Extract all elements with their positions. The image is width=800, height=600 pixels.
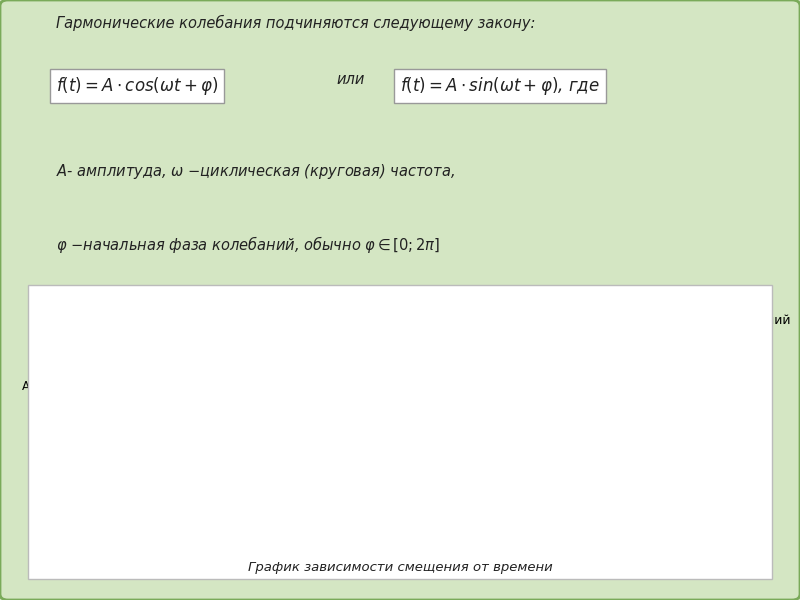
Text: $f(t) = A \cdot cos(\omega t + \varphi)$: $f(t) = A \cdot cos(\omega t + \varphi)$ xyxy=(56,75,218,97)
Text: Частота колебаний: Частота колебаний xyxy=(662,314,790,328)
Text: $T$: $T$ xyxy=(318,436,330,450)
Text: $-A$: $-A$ xyxy=(176,490,198,504)
Text: $3T$: $3T$ xyxy=(555,436,575,450)
Text: $t$: $t$ xyxy=(630,409,638,422)
Text: Амплитуда колебаний,: Амплитуда колебаний, xyxy=(22,379,166,392)
Text: $\nearrow$: $\nearrow$ xyxy=(190,300,200,310)
Text: 0: 0 xyxy=(184,431,193,445)
Text: Период колебаний, $T$: Период колебаний, $T$ xyxy=(313,305,455,323)
Text: $A$: $A$ xyxy=(182,347,193,361)
Text: $\nu = \dfrac{1}{T}$: $\nu = \dfrac{1}{T}$ xyxy=(668,347,708,379)
Text: Гармонические колебания подчиняются следующему закону:: Гармонические колебания подчиняются след… xyxy=(56,15,535,31)
Text: $A$- амплитуда, $\omega$ −циклическая (круговая) частота,: $A$- амплитуда, $\omega$ −циклическая (к… xyxy=(56,162,455,181)
Text: или: или xyxy=(336,72,364,87)
Text: $\varphi$ −начальная фаза колебаний, обычно $\varphi\in[0; 2\pi]$: $\varphi$ −начальная фаза колебаний, обы… xyxy=(56,234,440,255)
Text: $A$: $A$ xyxy=(89,397,99,410)
Text: $f(t) = A \cdot sin(\omega t + \varphi)$, где: $f(t) = A \cdot sin(\omega t + \varphi)$… xyxy=(400,75,600,97)
Text: $x$: $x$ xyxy=(207,295,218,308)
Text: График зависимости смещения от времени: График зависимости смещения от времени xyxy=(248,560,552,574)
Text: $2T$: $2T$ xyxy=(434,436,454,450)
Text: $\frac{1}{2}T$: $\frac{1}{2}T$ xyxy=(254,436,272,458)
